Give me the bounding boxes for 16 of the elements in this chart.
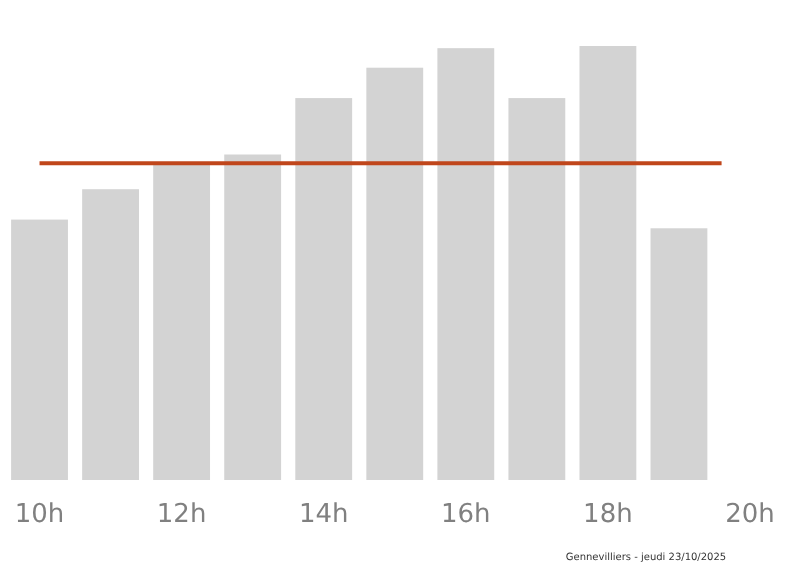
bar	[295, 98, 353, 480]
bar	[11, 219, 68, 480]
x-tick-label: 14h	[298, 500, 349, 530]
x-tick-label: 20h	[725, 500, 775, 530]
bar	[579, 46, 637, 480]
bar	[224, 154, 282, 480]
bar	[82, 189, 139, 480]
x-tick-label: 18h	[583, 500, 633, 530]
x-tick-label: 12h	[156, 500, 207, 530]
bar	[650, 228, 708, 480]
bar	[153, 163, 211, 480]
bar	[437, 48, 495, 480]
bar	[508, 98, 566, 480]
x-tick-label: 10h	[14, 500, 65, 530]
x-tick-label: 16h	[441, 500, 491, 530]
bar	[366, 67, 424, 480]
